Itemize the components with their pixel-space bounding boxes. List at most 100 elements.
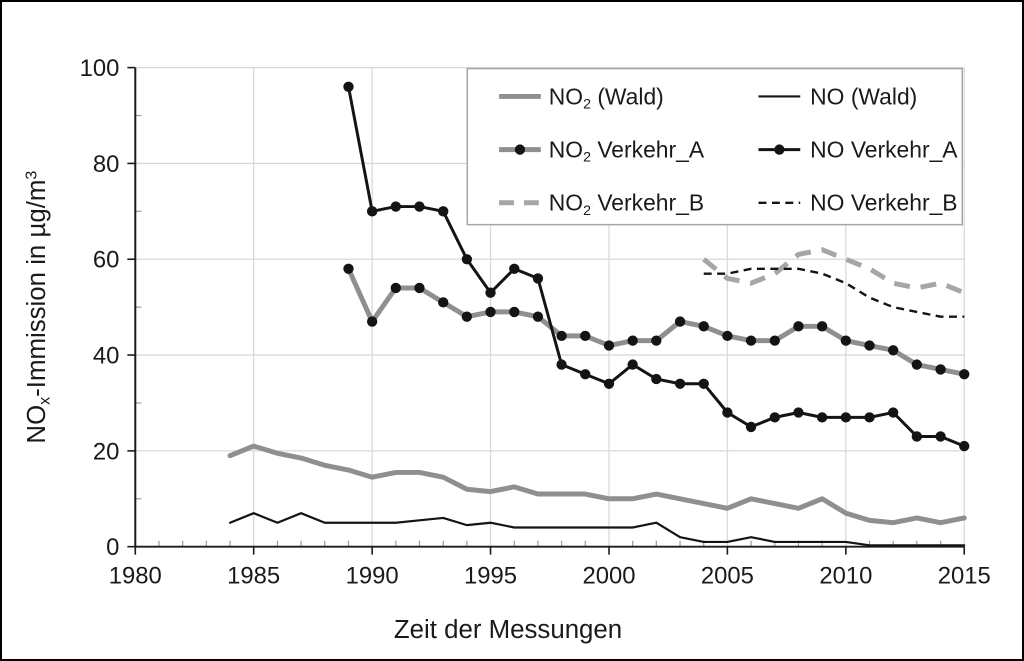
data-point-no2_verkehr_a-1991	[390, 282, 401, 294]
data-point-no2_verkehr_a-2004	[698, 321, 709, 332]
data-point-no_verkehr_a-1995	[485, 287, 496, 298]
data-point-no2_verkehr_a-2001	[627, 335, 638, 346]
data-point-no_verkehr_a-2004	[698, 378, 709, 389]
data-point-no_verkehr_a-2009	[816, 412, 828, 423]
series-no_wald-line	[228, 512, 966, 547]
series-no2_wald	[227, 443, 967, 526]
data-point-no2_verkehr_a-2008	[793, 321, 804, 332]
legend-label-no_verkehr_b: NO Verkehr_B	[810, 190, 957, 216]
series-no_verkehr_b	[703, 267, 965, 318]
x-tick-label-2005: 2005	[701, 562, 754, 589]
data-point-no_verkehr_a-1998	[556, 359, 567, 370]
legend-entry-no_wald: NO (Wald)	[758, 83, 917, 109]
legend-label-no_wald: NO (Wald)	[810, 83, 917, 109]
data-point-no2_verkehr_a-2013	[911, 359, 923, 370]
label-part: NO	[549, 137, 583, 163]
data-point-no2_verkehr_a-1990	[366, 316, 378, 327]
data-point-no_verkehr_a-1990	[366, 206, 378, 217]
x-axis-title: Zeit der Messungen	[394, 616, 622, 644]
label-part: 3	[23, 171, 40, 180]
legend-entry-no2_verkehr_b: NO2 Verkehr_B	[499, 190, 704, 219]
data-point-no2_verkehr_a-2002	[651, 335, 662, 346]
legend-label-no2_wald: NO2 (Wald)	[549, 83, 664, 112]
legend-entry-no_verkehr_b: NO Verkehr_B	[758, 190, 958, 216]
legend-entry-no2_wald: NO2 (Wald)	[499, 83, 664, 112]
data-point-no_verkehr_a-2013	[911, 431, 923, 442]
data-point-no_verkehr_a-2007	[769, 412, 780, 423]
legend-marker-dot-no2_verkehr_a	[514, 144, 526, 155]
legend-marker-dot-no_verkehr_a	[774, 144, 785, 155]
y-tick-label-60: 60	[93, 247, 120, 274]
series-no_verkehr_a	[343, 81, 970, 452]
data-point-no2_verkehr_a-2014	[935, 364, 946, 375]
data-point-no_verkehr_a-2003	[674, 378, 686, 389]
legend-box	[466, 67, 964, 226]
data-point-no2_verkehr_a-1994	[461, 311, 473, 322]
data-point-no2_verkehr_a-1993	[438, 297, 449, 308]
label-part: Verkehr_A	[591, 137, 705, 163]
x-tick-label-1995: 1995	[464, 562, 517, 589]
label-part: 2	[583, 203, 591, 219]
data-point-no2_verkehr_a-1996	[509, 306, 520, 318]
data-point-no2_verkehr_a-1998	[556, 330, 567, 342]
data-point-no2_verkehr_a-2005	[722, 330, 733, 342]
data-point-no_verkehr_a-1993	[438, 206, 449, 217]
series-no2_verkehr_a-line	[346, 266, 967, 377]
data-point-no_verkehr_a-1997	[532, 273, 544, 284]
x-tick-label-2010: 2010	[819, 562, 872, 589]
x-tick-label-2000: 2000	[582, 562, 635, 589]
label-part: NO (Wald)	[810, 83, 917, 109]
legend-entry-no_verkehr_a: NO Verkehr_A	[758, 137, 958, 163]
data-point-no_verkehr_a-2011	[864, 412, 875, 423]
data-point-no_verkehr_a-1992	[414, 201, 425, 212]
series-no2_verkehr_a	[343, 263, 970, 380]
legend-label-no2_verkehr_a: NO2 Verkehr_A	[549, 137, 705, 166]
data-point-no_verkehr_a-2006	[745, 421, 757, 433]
label-part: 2	[583, 150, 591, 166]
label-part: NO	[23, 405, 51, 444]
label-part: -Immission in µg/m	[23, 180, 51, 397]
data-point-no_verkehr_a-1994	[461, 254, 473, 265]
y-tick-label-80: 80	[93, 151, 120, 178]
x-tick-label-1985: 1985	[227, 562, 280, 589]
x-tick-label-1980: 1980	[109, 562, 162, 589]
data-point-no2_verkehr_a-2000	[603, 340, 615, 351]
y-tick-label-100: 100	[80, 55, 120, 82]
y-axis-title: NOx-Immission in µg/m3	[23, 171, 54, 444]
data-point-no2_verkehr_a-1992	[414, 282, 425, 294]
data-point-no_verkehr_a-1999	[580, 369, 591, 380]
data-point-no2_verkehr_a-1989	[343, 263, 354, 274]
x-tick-label-2015: 2015	[938, 562, 991, 589]
axis-labels: 1980 1985 1990 1995 2000 2005 2010 2015 0 20 40 60 8…	[23, 55, 991, 644]
data-point-no2_verkehr_a-2015	[959, 369, 970, 380]
data-point-no2_verkehr_a-2003	[674, 316, 686, 327]
data-point-no2_verkehr_a-2012	[888, 345, 899, 356]
x-tick-label-1990: 1990	[346, 562, 399, 589]
data-point-no2_verkehr_a-2009	[816, 321, 828, 332]
y-tick-label-20: 20	[93, 438, 120, 465]
data-point-no_verkehr_a-2001	[627, 359, 638, 370]
data-point-no2_verkehr_a-1997	[532, 311, 544, 322]
legend-label-no2_verkehr_b: NO2 Verkehr_B	[549, 190, 704, 219]
series-no_wald	[228, 512, 966, 547]
label-part: NO	[549, 190, 583, 216]
data-point-no2_verkehr_a-2007	[769, 335, 780, 346]
label-part: x	[37, 397, 54, 405]
y-tick-label-0: 0	[106, 534, 119, 561]
series-no_verkehr_b-line	[703, 267, 965, 318]
data-point-no2_verkehr_a-2011	[864, 340, 875, 351]
data-point-no2_verkehr_a-1999	[580, 330, 591, 342]
label-part: (Wald)	[591, 83, 664, 109]
axis-ticks	[127, 66, 966, 555]
data-point-no_verkehr_a-2008	[793, 407, 804, 418]
series-no2_verkehr_b	[702, 247, 966, 296]
data-point-no_verkehr_a-2010	[840, 412, 852, 423]
data-point-no2_verkehr_a-2010	[840, 335, 852, 346]
label-part: NO	[549, 83, 583, 109]
data-point-no_verkehr_a-2012	[888, 407, 899, 418]
label-part: 2	[583, 96, 591, 112]
label-part: NO Verkehr_A	[810, 137, 958, 163]
